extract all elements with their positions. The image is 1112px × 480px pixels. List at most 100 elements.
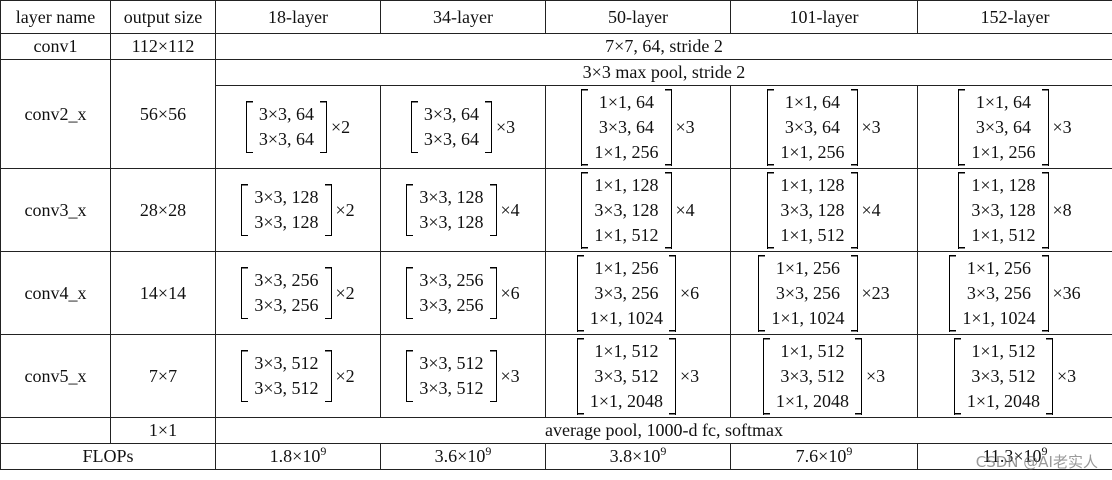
block-cell: 3×3, 128 3×3, 128 ×4 [380, 168, 546, 252]
block-line: 3×3, 128 [419, 212, 484, 232]
watermark: CSDN @AI老实人 [975, 453, 1098, 471]
block: 1×1, 256 3×3, 256 1×1, 1024 ×23 [758, 254, 890, 332]
flops-base: 3.8×10 [609, 446, 661, 466]
block-line: 1×1, 256 [966, 257, 1031, 278]
block-line: 3×3, 256 [254, 270, 319, 290]
block-line: 1×1, 256 [971, 141, 1036, 162]
bracket: 3×3, 64 3×3, 64 [410, 101, 492, 153]
block-cell: 1×1, 64 3×3, 64 1×1, 256 ×3 [730, 85, 918, 169]
bracket: 1×1, 128 3×3, 128 1×1, 512 [958, 171, 1049, 249]
flops-value: 11.3×109 [917, 443, 1112, 470]
block-line: 1×1, 256 [594, 257, 659, 278]
bracket: 3×3, 64 3×3, 64 [245, 101, 327, 153]
block-line: 3×3, 128 [419, 187, 484, 207]
block: 3×3, 256 3×3, 256 ×6 [406, 267, 520, 319]
repeat: ×2 [335, 365, 355, 386]
block-line: 1×1, 512 [971, 224, 1036, 245]
block-line: 3×3, 256 [594, 282, 659, 303]
block-line: 1×1, 1024 [962, 307, 1036, 328]
block-cell: 1×1, 64 3×3, 64 1×1, 256 ×3 [917, 85, 1112, 169]
header-cell: 34-layer [380, 0, 546, 34]
layer-name: conv1 [0, 33, 111, 60]
flops-base: 3.6×10 [434, 446, 486, 466]
block-line: 3×3, 64 [975, 116, 1031, 137]
bracket: 1×1, 512 3×3, 512 1×1, 2048 [576, 337, 676, 415]
flops-label: FLOPs [0, 443, 216, 470]
block: 1×1, 512 3×3, 512 1×1, 2048 ×3 [762, 337, 885, 415]
block: 1×1, 128 3×3, 128 1×1, 512 ×4 [581, 171, 695, 249]
bracket: 1×1, 128 3×3, 128 1×1, 512 [767, 171, 858, 249]
block-line: 1×1, 1024 [589, 307, 663, 328]
flops-value: 7.6×109 [730, 443, 918, 470]
repeat: ×3 [500, 365, 520, 386]
repeat: ×2 [335, 282, 355, 303]
table-row: conv1 112×112 7×7, 64, stride 2 [0, 33, 1112, 60]
block-line: 3×3, 256 [419, 295, 484, 315]
block-line: 1×1, 128 [594, 174, 659, 195]
block-line: 3×3, 256 [419, 270, 484, 290]
block-cell: 3×3, 512 3×3, 512 ×2 [215, 334, 381, 418]
repeat: ×4 [861, 199, 881, 220]
block-line: 1×1, 64 [598, 91, 654, 112]
output-size: 14×14 [110, 251, 216, 335]
block: 3×3, 512 3×3, 512 ×3 [406, 350, 520, 402]
block-line: 1×1, 256 [780, 141, 845, 162]
block: 1×1, 128 3×3, 128 1×1, 512 ×4 [767, 171, 881, 249]
bracket: 1×1, 512 3×3, 512 1×1, 2048 [953, 337, 1053, 415]
block: 1×1, 64 3×3, 64 1×1, 256 ×3 [767, 88, 881, 166]
block-cell: 3×3, 128 3×3, 128 ×2 [215, 168, 381, 252]
block-line: 1×1, 128 [971, 174, 1036, 195]
pool-spec: 3×3 max pool, stride 2 [215, 59, 1112, 86]
table-row: layer name output size 18-layer 34-layer 50-… [0, 0, 1112, 34]
architecture-table: layer name output size 18-layer 34-layer 50-… [0, 0, 1112, 470]
block: 1×1, 256 3×3, 256 1×1, 1024 ×36 [949, 254, 1081, 332]
block-cell: 1×1, 128 3×3, 128 1×1, 512 ×8 [917, 168, 1112, 252]
block-line: 3×3, 512 [780, 365, 845, 386]
bracket: 3×3, 256 3×3, 256 [241, 267, 332, 319]
block-cell: 1×1, 256 3×3, 256 1×1, 1024 ×23 [730, 251, 918, 335]
empty-cell [0, 417, 111, 444]
block: 1×1, 512 3×3, 512 1×1, 2048 ×3 [953, 337, 1076, 415]
table-row: FLOPs 1.8×109 3.6×109 3.8×109 7.6×109 11.3×10… [0, 443, 1112, 470]
block-line: 1×1, 2048 [589, 390, 663, 411]
block-line: 3×3, 128 [780, 199, 845, 220]
block-cell: 3×3, 256 3×3, 256 ×6 [380, 251, 546, 335]
header-cell: 152-layer [917, 0, 1112, 34]
repeat: ×3 [675, 116, 695, 137]
repeat: ×3 [496, 116, 516, 137]
layer-name: conv3_x [0, 168, 111, 252]
header-cell: layer name [0, 0, 111, 34]
bracket: 3×3, 128 3×3, 128 [241, 184, 332, 236]
block: 1×1, 64 3×3, 64 1×1, 256 ×3 [958, 88, 1072, 166]
block-line: 3×3, 64 [598, 116, 654, 137]
block-line: 3×3, 512 [971, 365, 1036, 386]
header-cell: output size [110, 0, 216, 34]
output-size: 1×1 [110, 417, 216, 444]
block-cell: 1×1, 64 3×3, 64 1×1, 256 ×3 [545, 85, 731, 169]
block-line: 3×3, 512 [419, 353, 484, 373]
block-cell: 1×1, 256 3×3, 256 1×1, 1024 ×6 [545, 251, 731, 335]
block-line: 1×1, 512 [780, 224, 845, 245]
repeat: ×4 [500, 199, 520, 220]
bracket: 1×1, 256 3×3, 256 1×1, 1024 [949, 254, 1049, 332]
block-line: 3×3, 128 [971, 199, 1036, 220]
block: 1×1, 128 3×3, 128 1×1, 512 ×8 [958, 171, 1072, 249]
block-cell: 3×3, 512 3×3, 512 ×3 [380, 334, 546, 418]
block-line: 1×1, 512 [971, 340, 1036, 361]
repeat: ×2 [331, 116, 351, 137]
layer-name: conv4_x [0, 251, 111, 335]
bracket: 1×1, 512 3×3, 512 1×1, 2048 [762, 337, 862, 415]
block-line: 3×3, 256 [254, 295, 319, 315]
repeat: ×36 [1052, 282, 1081, 303]
bracket: 1×1, 128 3×3, 128 1×1, 512 [581, 171, 672, 249]
repeat: ×6 [680, 282, 700, 303]
repeat: ×3 [861, 116, 881, 137]
bracket: 3×3, 512 3×3, 512 [241, 350, 332, 402]
header-cell: 50-layer [545, 0, 731, 34]
flops-exp: 9 [1041, 444, 1048, 458]
table-row: conv5_x 7×7 3×3, 512 3×3, 512 ×2 3×3, 512 3×3,… [0, 334, 1112, 418]
header-cell: 18-layer [215, 0, 381, 34]
block-line: 1×1, 512 [780, 340, 845, 361]
block: 3×3, 512 3×3, 512 ×2 [241, 350, 355, 402]
